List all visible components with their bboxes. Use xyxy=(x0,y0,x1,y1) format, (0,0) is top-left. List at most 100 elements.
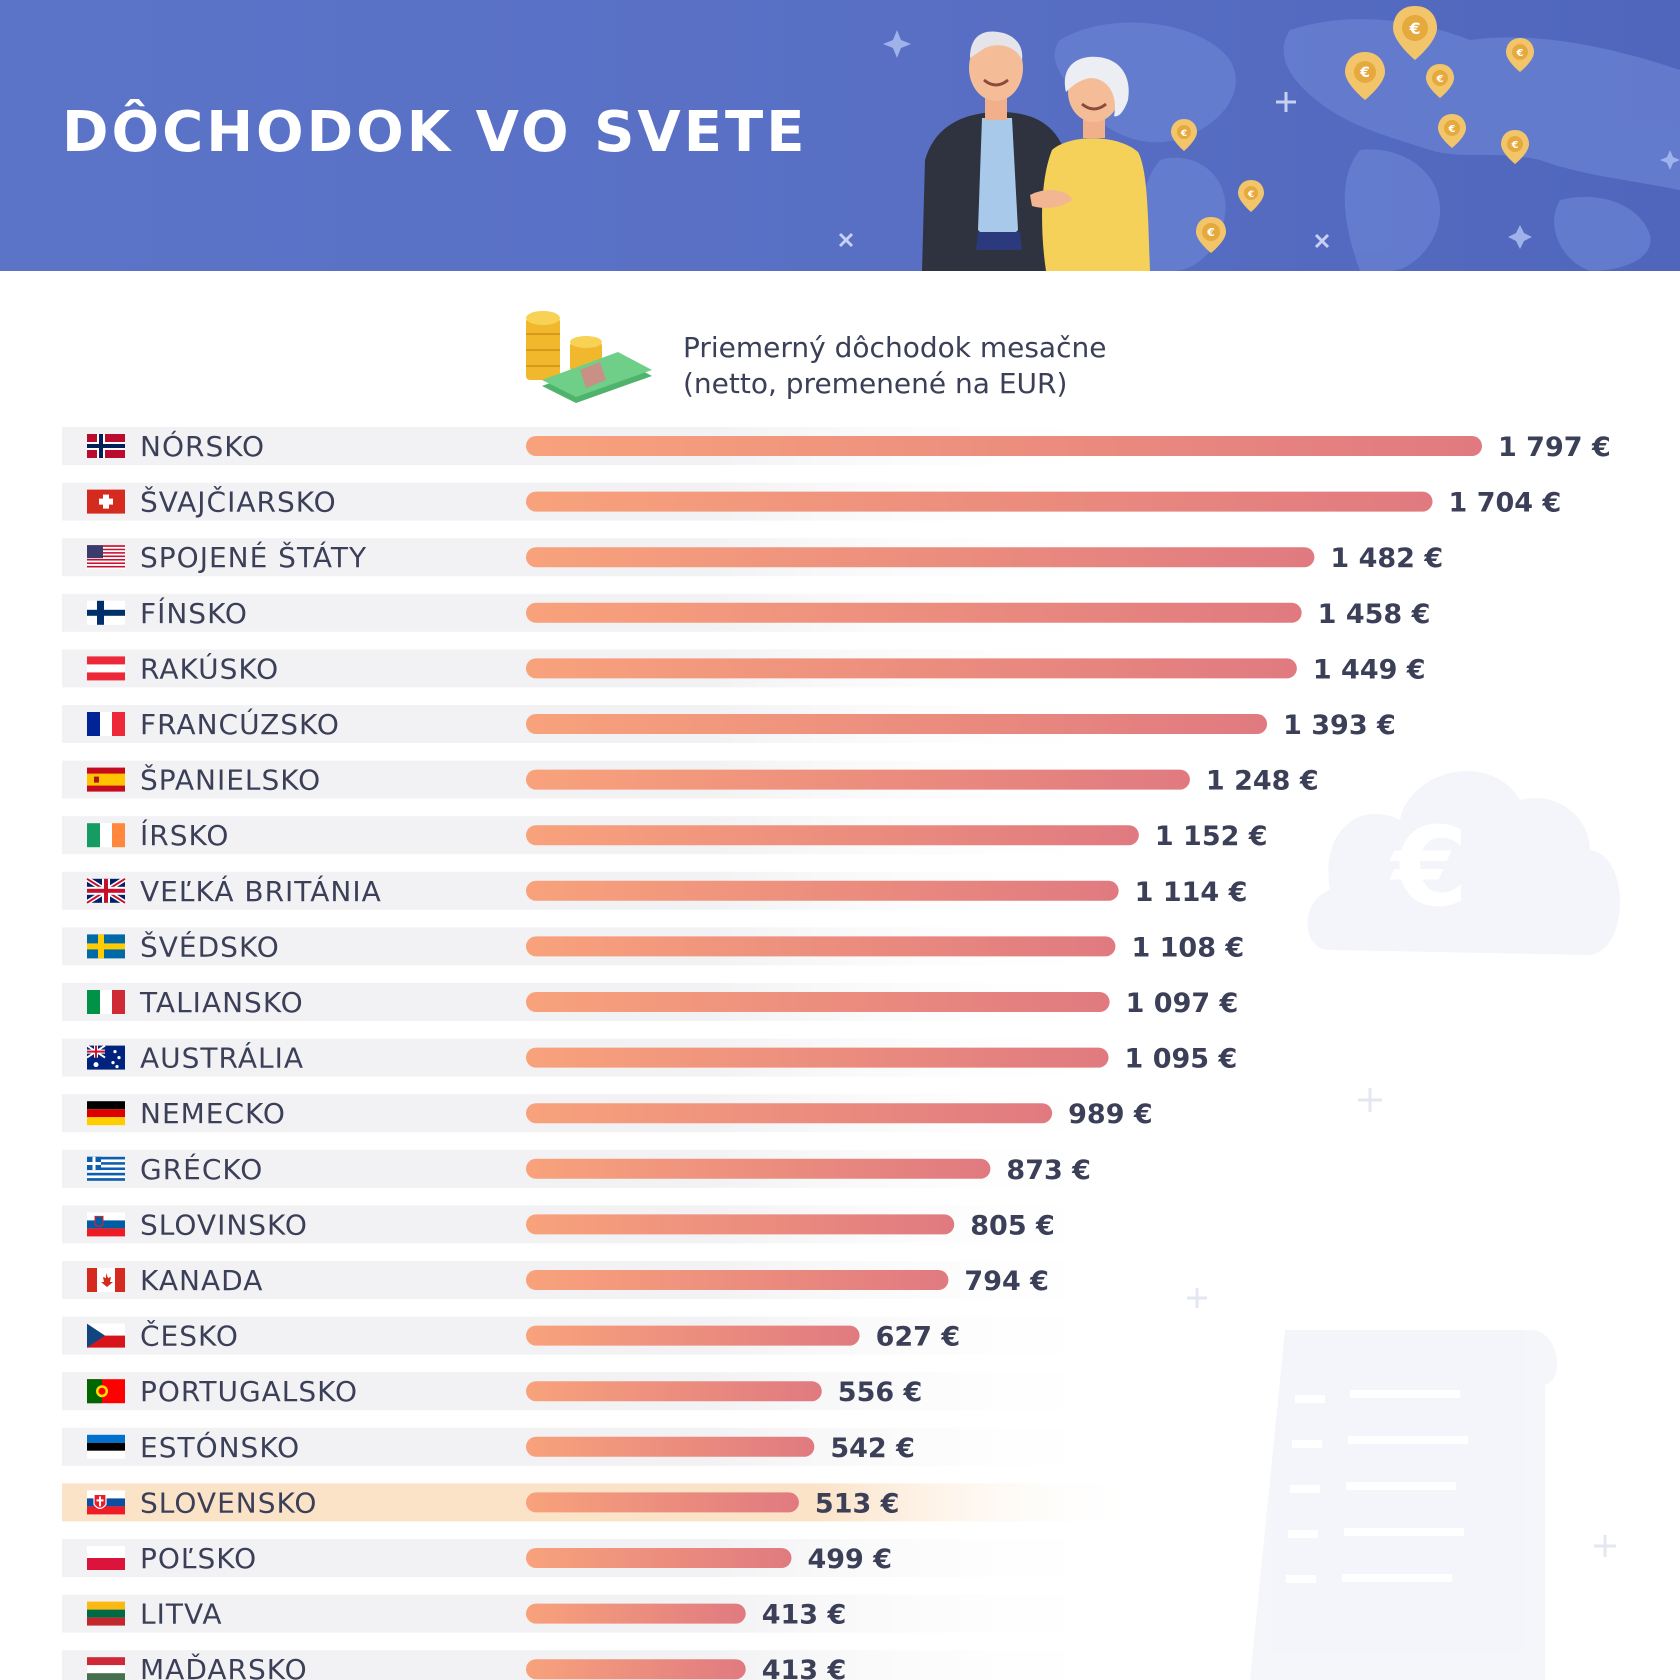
flag-finland-icon xyxy=(87,600,125,625)
flag-estonia-icon xyxy=(87,1434,125,1459)
legend-text: Priemerný dôchodok mesačne (netto, preme… xyxy=(683,330,1106,402)
country-label: MAĎARSKO xyxy=(140,1652,308,1680)
bar xyxy=(526,1214,955,1235)
value-label: 1 393 € xyxy=(1283,710,1396,741)
page-title: DÔCHODOK VO SVETE xyxy=(62,100,808,165)
bar xyxy=(526,1436,815,1457)
bar xyxy=(526,658,1297,679)
bar xyxy=(526,1158,991,1179)
header-illustration: € € € € € € € € € xyxy=(838,6,1680,271)
bar xyxy=(526,936,1116,957)
bar xyxy=(526,714,1268,734)
bar xyxy=(526,1659,746,1680)
elderly-couple-illustration xyxy=(922,31,1150,271)
bar xyxy=(526,1603,746,1624)
value-label: 499 € xyxy=(807,1544,892,1575)
country-label: NEMECKO xyxy=(140,1097,286,1130)
country-label: AUSTRÁLIA xyxy=(140,1041,304,1075)
bar xyxy=(526,1325,860,1346)
legend-line-1: Priemerný dôchodok mesačne xyxy=(683,331,1107,364)
table-row: KANADA 794 € xyxy=(62,1261,1142,1299)
value-label: 542 € xyxy=(830,1433,915,1464)
flag-norway-icon xyxy=(87,434,125,458)
flag-spain-icon xyxy=(87,767,125,792)
flag-canada-icon xyxy=(87,1268,125,1292)
value-label: 513 € xyxy=(815,1488,900,1519)
table-row: ŠPANIELSKO 1 248 € xyxy=(62,760,1319,799)
country-label: SPOJENÉ ŠTÁTY xyxy=(140,540,367,574)
country-label: RAKÚSKO xyxy=(140,651,279,685)
table-row: SPOJENÉ ŠTÁTY 1 482 € xyxy=(62,538,1443,577)
bar xyxy=(526,1270,949,1290)
bar xyxy=(526,1103,1053,1124)
value-label: 1 152 € xyxy=(1155,821,1268,852)
country-label: KANADA xyxy=(140,1264,263,1297)
table-row: POĽSKO 499 € xyxy=(62,1539,1142,1577)
country-label: GRÉCKO xyxy=(140,1152,263,1186)
value-label: 413 € xyxy=(762,1655,847,1680)
country-label: POĽSKO xyxy=(140,1542,257,1575)
plus-stars xyxy=(838,92,1330,249)
value-label: 1 482 € xyxy=(1330,543,1443,574)
table-row: MAĎARSKO 413 € xyxy=(62,1650,1142,1680)
value-label: 1 097 € xyxy=(1126,988,1239,1019)
flag-hungary-icon xyxy=(87,1657,125,1680)
flag-sweden-icon xyxy=(87,934,125,959)
country-label: ÍRSKO xyxy=(140,818,229,852)
coins-and-banknotes-icon xyxy=(526,311,652,403)
flag-poland-icon xyxy=(87,1546,125,1570)
flag-czechia-icon xyxy=(87,1323,125,1348)
value-label: 1 108 € xyxy=(1131,932,1244,963)
country-label: TALIANSKO xyxy=(139,986,304,1019)
table-row: FÍNSKO 1 458 € xyxy=(62,593,1431,632)
table-row: VEĽKÁ BRITÁNIA 1 114 € xyxy=(62,871,1248,910)
svg-text:€: € xyxy=(1408,19,1420,38)
table-row: ŠVAJČIARSKO 1 704 € xyxy=(62,482,1562,521)
table-row: ŠVÉDSKO 1 108 € xyxy=(62,927,1244,966)
value-label: 873 € xyxy=(1006,1155,1091,1186)
value-label: 1 704 € xyxy=(1449,488,1562,519)
flag-uk-icon xyxy=(85,876,127,905)
legend-line-2: (netto, premenené na EUR) xyxy=(683,367,1068,400)
country-label: SLOVINSKO xyxy=(140,1208,308,1241)
value-label: 1 449 € xyxy=(1313,654,1426,685)
flag-france-icon xyxy=(87,712,125,736)
table-row: TALIANSKO 1 097 € xyxy=(62,983,1238,1021)
table-row: NÓRSKO 1 797 € xyxy=(62,427,1611,465)
country-label: ŠVAJČIARSKO xyxy=(140,485,337,519)
country-label: ŠPANIELSKO xyxy=(140,763,321,797)
bar xyxy=(526,491,1433,512)
value-label: 1 458 € xyxy=(1318,599,1431,630)
value-label: 1 095 € xyxy=(1125,1044,1238,1075)
country-label: VEĽKÁ BRITÁNIA xyxy=(140,874,382,908)
value-label: 556 € xyxy=(838,1377,923,1408)
svg-text:€: € xyxy=(1516,48,1524,59)
value-label: 1 797 € xyxy=(1498,432,1611,463)
svg-text:€: € xyxy=(1180,129,1187,139)
table-row: SLOVENSKO 513 € xyxy=(62,1483,1142,1522)
value-label: 1 114 € xyxy=(1135,877,1248,908)
bar xyxy=(526,769,1190,790)
country-label: ČESKO xyxy=(140,1319,239,1353)
table-row: GRÉCKO 873 € xyxy=(62,1149,1142,1188)
flag-lithuania-icon xyxy=(87,1601,125,1626)
bar xyxy=(526,436,1482,456)
svg-text:€: € xyxy=(1511,140,1519,151)
flag-slovakia-icon xyxy=(87,1490,125,1515)
flag-ireland-icon xyxy=(87,823,125,848)
table-row: RAKÚSKO 1 449 € xyxy=(62,649,1426,688)
table-row: LITVA 413 € xyxy=(62,1594,1142,1633)
bar xyxy=(526,825,1139,846)
svg-text:€: € xyxy=(1436,74,1444,85)
svg-text:€: € xyxy=(1206,226,1215,239)
value-label: 627 € xyxy=(876,1322,961,1353)
svg-text:€: € xyxy=(1247,190,1254,200)
country-label: FÍNSKO xyxy=(140,596,248,630)
value-label: 794 € xyxy=(964,1266,1049,1297)
country-label: NÓRSKO xyxy=(140,429,265,463)
country-label: ŠVÉDSKO xyxy=(140,929,280,963)
table-row: SLOVINSKO 805 € xyxy=(62,1205,1142,1244)
bar xyxy=(526,1548,792,1568)
country-label: FRANCÚZSKO xyxy=(140,707,340,741)
